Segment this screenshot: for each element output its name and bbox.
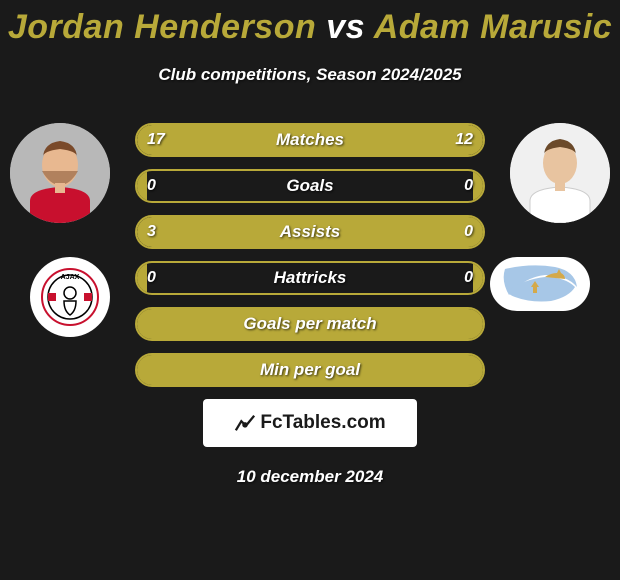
stat-label: Goals per match xyxy=(135,307,485,341)
stat-label: Min per goal xyxy=(135,353,485,387)
svg-text:AJAX: AJAX xyxy=(61,274,80,281)
club-left-crest: AJAX xyxy=(30,257,110,337)
stat-row: 00Hattricks xyxy=(135,261,485,295)
subtitle: Club competitions, Season 2024/2025 xyxy=(0,65,620,85)
vs-text: vs xyxy=(326,8,365,46)
page-title: Jordan Henderson vs Adam Marusic xyxy=(0,0,620,47)
stat-label: Assists xyxy=(135,215,485,249)
player-right-svg xyxy=(510,123,610,223)
player-right-name: Adam Marusic xyxy=(374,8,612,46)
stat-row: Min per goal xyxy=(135,353,485,387)
stat-row: 30Assists xyxy=(135,215,485,249)
ajax-crest-icon: AJAX xyxy=(40,267,100,327)
stat-row: 00Goals xyxy=(135,169,485,203)
stat-row: 1712Matches xyxy=(135,123,485,157)
stat-label: Goals xyxy=(135,169,485,203)
date-text: 10 december 2024 xyxy=(0,467,620,487)
fctables-logo-icon xyxy=(234,412,256,434)
player-left-name: Jordan Henderson xyxy=(8,8,316,46)
player-right-avatar xyxy=(510,123,610,223)
club-right-crest xyxy=(490,257,590,311)
stat-row: Goals per match xyxy=(135,307,485,341)
branding-text: FcTables.com xyxy=(260,412,385,434)
player-left-avatar xyxy=(10,123,110,223)
branding-badge: FcTables.com xyxy=(203,399,417,447)
comparison-panel: AJAX 1712Matches 00Goals 30Assists 00Hattri… xyxy=(0,123,620,487)
stat-label: Matches xyxy=(135,123,485,157)
stat-label: Hattricks xyxy=(135,261,485,295)
stat-bars: 1712Matches 00Goals 30Assists 00Hattricks Go… xyxy=(135,123,485,387)
player-left-svg xyxy=(10,123,110,223)
lazio-crest-icon xyxy=(495,261,585,307)
